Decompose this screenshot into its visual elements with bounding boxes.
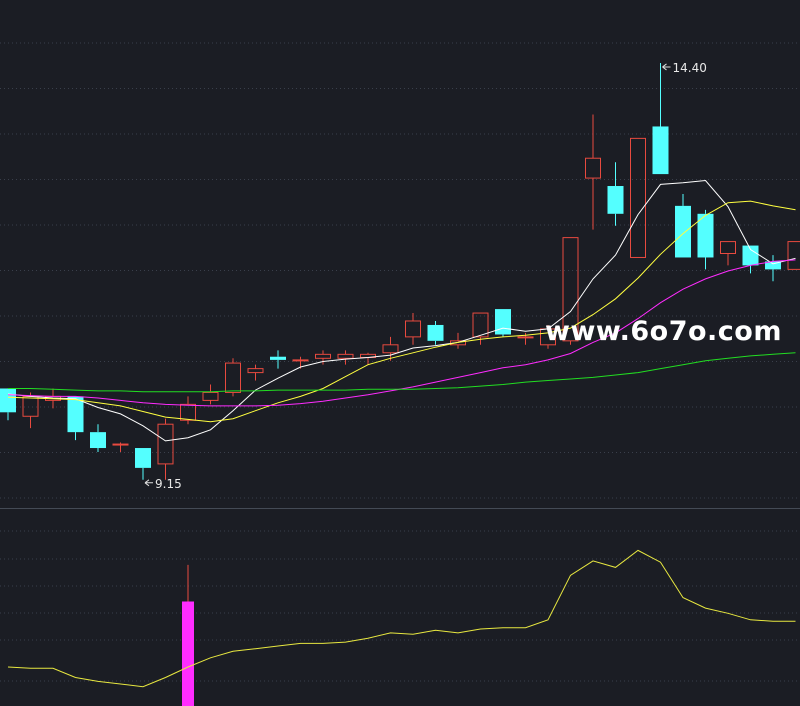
candle [270, 350, 286, 369]
indicator-bar [182, 564, 194, 706]
candle [112, 442, 129, 452]
candle [337, 350, 354, 365]
candle [630, 137, 646, 258]
candle [675, 193, 691, 258]
candle [585, 114, 601, 230]
indicator-panel [0, 530, 800, 706]
candle [742, 245, 759, 274]
candle [787, 241, 800, 270]
candle [720, 241, 736, 266]
candle [652, 62, 669, 175]
ma-line-4 [8, 352, 796, 393]
candle [225, 358, 241, 397]
price-label: 14.40 [673, 61, 707, 75]
candle [517, 332, 534, 345]
candle [427, 320, 444, 345]
candle [450, 332, 466, 349]
candle [562, 237, 579, 345]
candle [157, 418, 174, 480]
panel-divider [0, 508, 800, 509]
candle [247, 364, 264, 381]
price-panel: 14.40 9.15 [0, 42, 800, 499]
candle [180, 396, 196, 425]
candle [405, 313, 421, 345]
ma-line-1 [7, 179, 796, 442]
candle [90, 424, 106, 452]
price-label: 9.15 [155, 477, 182, 491]
candle [202, 384, 219, 405]
candle [0, 388, 16, 421]
candle [607, 162, 624, 226]
candle [135, 448, 151, 480]
candle [495, 309, 511, 337]
candle [765, 255, 781, 282]
watermark: www.6o7o.com [545, 316, 782, 347]
candle [67, 396, 84, 441]
pointer-arrow [662, 63, 671, 71]
candle [472, 312, 489, 345]
candle [697, 209, 714, 270]
candle [382, 336, 399, 361]
indicator-line [7, 549, 796, 688]
ma-line-2 [7, 200, 796, 423]
pointer-arrow [144, 479, 153, 487]
